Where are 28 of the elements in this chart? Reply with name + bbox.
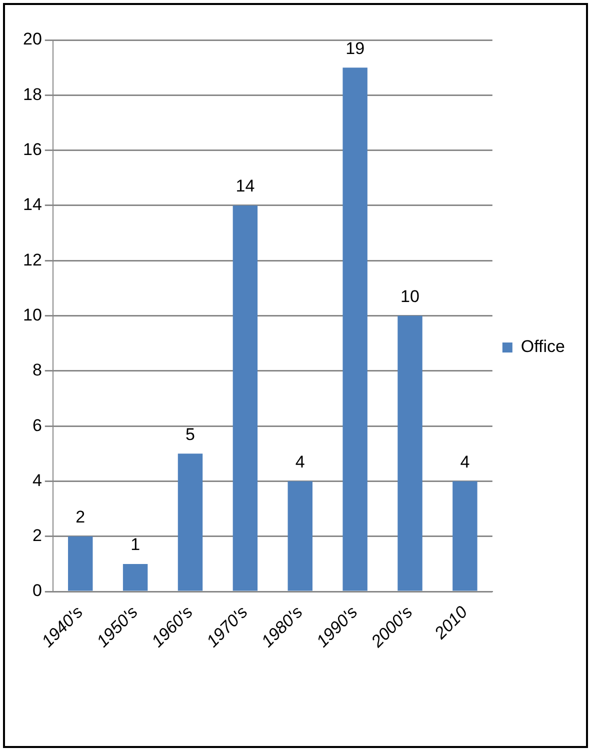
data-label: 4 [295, 452, 305, 472]
data-label: 1 [130, 535, 140, 554]
y-tick-label: 6 [32, 416, 42, 435]
bar [452, 481, 478, 591]
bar [178, 454, 203, 591]
data-label: 14 [236, 176, 255, 196]
y-tick-label: 20 [22, 30, 42, 49]
bar [232, 205, 258, 591]
bar [122, 564, 148, 591]
y-tick-label: 14 [22, 195, 42, 214]
legend-label: Office [520, 337, 565, 356]
y-tick-label: 18 [22, 84, 42, 104]
y-tick-label: 16 [22, 140, 42, 159]
data-label: 4 [460, 452, 470, 472]
y-tick-label: 4 [32, 470, 42, 490]
data-label: 2 [76, 508, 86, 527]
y-tick-label: 12 [22, 250, 42, 270]
bar [288, 481, 312, 591]
y-tick-label: 2 [32, 526, 42, 546]
bar [342, 68, 368, 591]
y-tick-label: 8 [32, 360, 42, 380]
bar [68, 536, 93, 591]
y-tick-label: 0 [32, 581, 42, 600]
y-tick-label: 10 [22, 305, 42, 324]
data-label: 19 [346, 38, 365, 58]
data-label: 10 [400, 286, 420, 306]
data-label: 5 [186, 424, 195, 444]
bar [398, 316, 422, 591]
